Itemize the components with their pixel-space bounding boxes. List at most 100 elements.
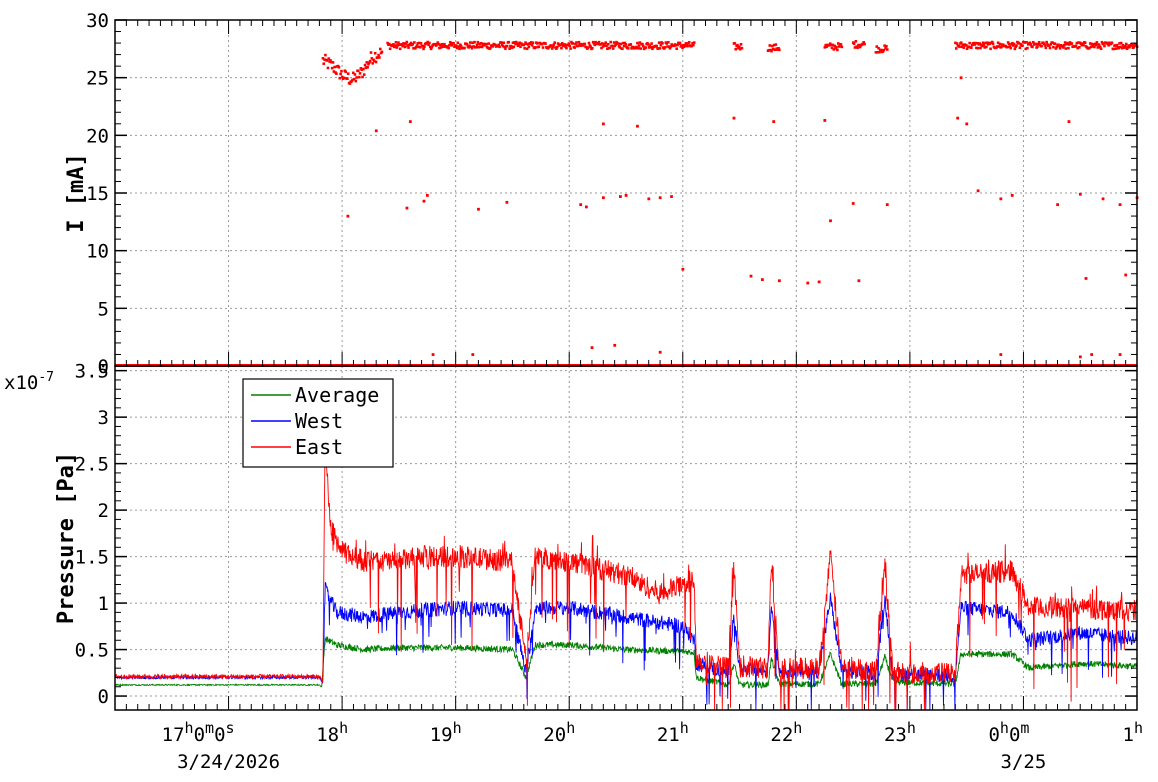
- current-data-point: [1017, 41, 1021, 45]
- current-data-point: [806, 281, 810, 285]
- current-data-point: [499, 41, 503, 44]
- current-data-point: [373, 51, 377, 55]
- current-data-point: [469, 45, 473, 49]
- current-data-point: [776, 48, 779, 51]
- current-data-point: [661, 42, 664, 45]
- current-data-point: [823, 119, 827, 122]
- current-data-point: [578, 42, 582, 46]
- current-tick-label: 10: [86, 241, 109, 263]
- current-data-point: [681, 267, 685, 271]
- current-data-point: [961, 43, 965, 47]
- current-data-point: [529, 42, 532, 46]
- current-data-point: [413, 41, 416, 44]
- current-data-point: [639, 47, 643, 50]
- current-data-point: [777, 46, 780, 50]
- current-data-point: [1106, 42, 1110, 46]
- time-tick-label: 1h: [1123, 719, 1143, 746]
- current-data-point: [884, 47, 887, 50]
- current-data-point: [515, 42, 519, 45]
- current-data-point: [956, 116, 960, 120]
- current-data-point: [322, 62, 326, 65]
- current-data-point: [431, 353, 435, 356]
- current-data-point: [831, 43, 835, 47]
- current-data-point: [824, 43, 828, 47]
- current-data-point: [1013, 47, 1017, 51]
- current-data-point: [995, 45, 999, 48]
- current-data-point: [369, 51, 373, 54]
- current-data-point: [968, 41, 971, 45]
- current-data-point: [486, 46, 490, 50]
- current-data-point: [778, 48, 781, 52]
- current-data-point: [346, 214, 350, 218]
- current-data-point: [1028, 41, 1032, 45]
- current-data-point: [1008, 45, 1012, 48]
- current-data-point: [983, 46, 987, 49]
- current-data-point: [984, 41, 987, 45]
- current-data-point: [972, 41, 976, 45]
- current-data-point: [452, 42, 455, 45]
- current-data-point: [368, 61, 371, 64]
- current-data-point: [774, 43, 778, 46]
- current-data-point: [556, 42, 560, 45]
- current-data-point: [881, 50, 885, 53]
- time-tick-label: 0h0m: [988, 719, 1029, 746]
- current-data-point: [579, 203, 583, 207]
- current-data-point: [463, 46, 466, 50]
- current-plot: [115, 39, 1139, 367]
- current-data-point: [352, 77, 356, 81]
- current-data-point: [370, 57, 374, 60]
- current-data-point: [861, 42, 865, 46]
- current-data-point: [339, 72, 342, 76]
- current-data-point: [331, 61, 335, 64]
- current-data-point: [1122, 44, 1126, 48]
- current-data-point: [573, 46, 577, 49]
- time-tick-label: 17h0m0s: [162, 719, 235, 746]
- current-data-point: [601, 196, 605, 200]
- current-data-point: [674, 43, 678, 47]
- current-data-point: [1077, 41, 1080, 44]
- current-data-point: [734, 47, 738, 51]
- current-data-point: [1112, 47, 1115, 51]
- current-data-point: [428, 45, 432, 49]
- current-data-point: [732, 116, 736, 120]
- current-data-point: [587, 41, 591, 45]
- current-data-point: [1018, 46, 1022, 50]
- current-data-point: [405, 40, 409, 44]
- current-data-point: [601, 122, 605, 126]
- current-data-point: [1015, 44, 1018, 47]
- current-data-point: [1021, 44, 1024, 47]
- current-data-point: [560, 42, 564, 45]
- current-data-point: [576, 44, 580, 47]
- current-data-point: [1123, 46, 1126, 50]
- current-data-point: [537, 45, 541, 48]
- current-data-point: [443, 42, 446, 46]
- current-data-point: [667, 45, 671, 49]
- current-data-point: [522, 43, 526, 47]
- current-data-point: [659, 44, 663, 47]
- current-data-point: [504, 47, 507, 50]
- current-data-point: [630, 47, 633, 50]
- pressure-tick-label: 2.5: [75, 454, 109, 476]
- pressure-series-east: [114, 455, 1137, 711]
- current-data-point: [589, 45, 592, 48]
- current-data-point: [531, 41, 535, 45]
- current-data-point: [503, 45, 506, 49]
- current-data-point: [601, 45, 605, 48]
- current-data-point: [658, 196, 662, 200]
- current-data-point: [878, 50, 881, 54]
- current-data-point: [1098, 44, 1101, 47]
- current-data-point: [425, 194, 429, 197]
- current-data-point: [338, 76, 342, 80]
- current-data-point: [1124, 42, 1128, 46]
- current-data-point: [510, 46, 514, 50]
- legend: Average West East: [242, 378, 394, 468]
- current-data-point: [1114, 44, 1117, 47]
- current-data-point: [374, 129, 378, 133]
- current-data-point: [438, 43, 442, 47]
- current-data-point: [1043, 44, 1047, 47]
- current-data-point: [883, 44, 886, 47]
- current-data-point: [323, 58, 326, 61]
- current-data-point: [487, 42, 491, 45]
- current-data-point: [959, 76, 963, 80]
- current-data-point: [436, 41, 440, 44]
